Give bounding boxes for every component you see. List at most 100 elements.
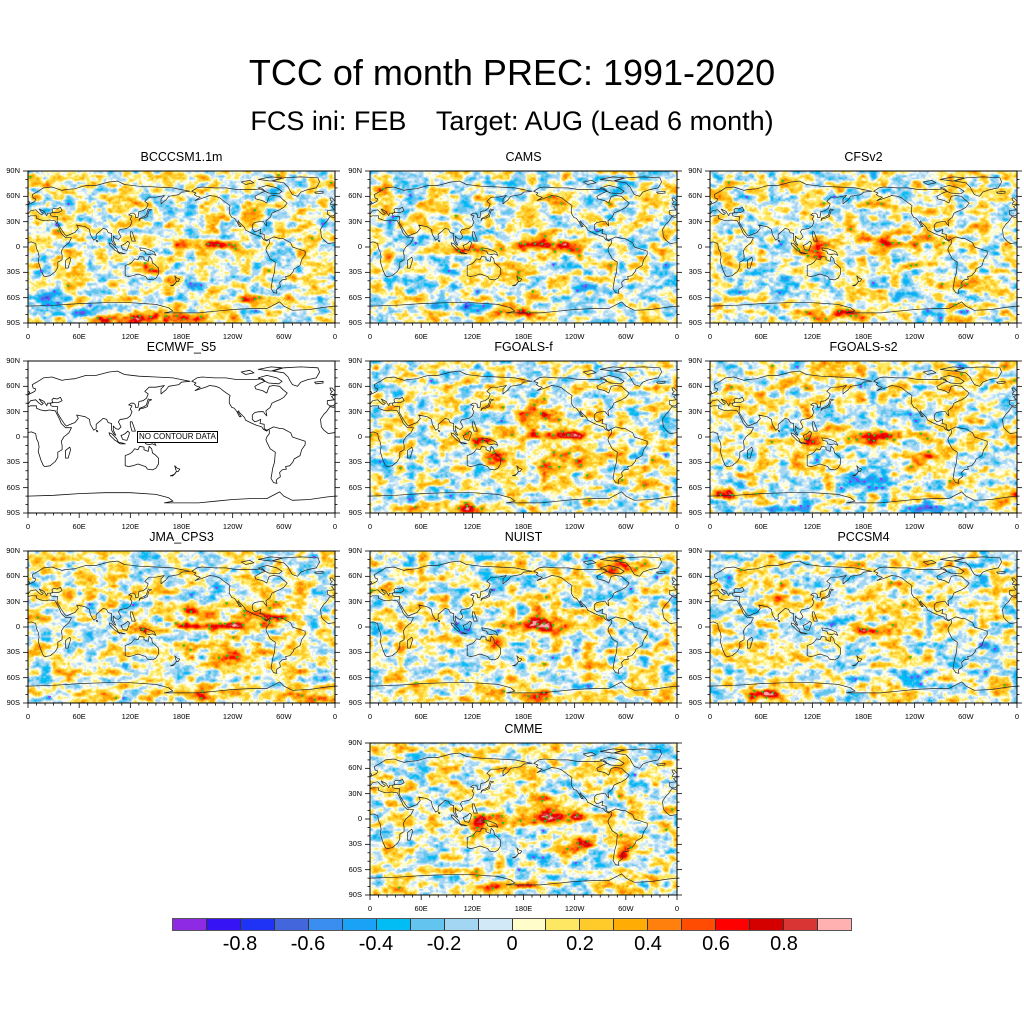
x-tick-label: 120W <box>222 712 243 721</box>
significance-marker-negative <box>532 856 536 860</box>
y-tick-label: 30N <box>6 596 20 606</box>
significance-marker-positive <box>370 589 374 593</box>
significance-marker-positive <box>370 434 373 438</box>
significance-marker-negative <box>779 243 783 247</box>
y-tick-label: 60N <box>6 571 20 581</box>
significance-marker-positive <box>231 622 235 625</box>
significance-marker-positive <box>217 656 221 660</box>
significance-marker-positive <box>577 254 581 258</box>
significance-marker-negative <box>934 505 938 509</box>
y-tick-label: 0 <box>15 622 20 631</box>
significance-marker-negative <box>593 554 597 558</box>
significance-marker-positive <box>847 437 851 441</box>
significance-marker-negative <box>447 270 451 273</box>
significance-marker-negative <box>833 195 837 199</box>
significance-marker-negative <box>745 196 749 200</box>
x-tick-label: 120E <box>803 712 822 721</box>
colorbar-box <box>818 919 852 930</box>
correlation-field-heatmap <box>28 171 335 323</box>
y-tick-label: 90N <box>348 546 362 555</box>
x-tick-label: 60E <box>414 522 428 531</box>
significance-marker-negative <box>551 263 555 267</box>
significance-marker-positive <box>567 249 572 253</box>
coastline <box>28 176 335 314</box>
significance-marker-negative <box>464 302 468 306</box>
significance-marker-positive <box>556 819 560 823</box>
significance-marker-positive <box>557 466 561 469</box>
significance-marker-positive <box>397 886 401 890</box>
significance-marker-negative <box>517 868 521 872</box>
significance-marker-positive <box>764 696 768 700</box>
y-tick-label: 90N <box>348 738 362 747</box>
map-panel: CFSv2 90N 60N 30N 0 30S 60S 90S 0 60E 120E 180E 120W… <box>688 150 1022 341</box>
significance-marker-positive <box>189 610 193 614</box>
significance-marker-positive <box>216 244 220 248</box>
y-tick-label: 90N <box>688 546 702 555</box>
y-tick-label: 30N <box>688 406 702 416</box>
significance-marker-negative <box>993 648 997 652</box>
significance-marker-positive <box>189 648 193 652</box>
significance-marker-positive <box>867 438 871 442</box>
significance-marker-negative <box>322 676 326 680</box>
x-tick-label: 60E <box>754 712 768 721</box>
x-tick-label: 60W <box>276 332 292 341</box>
significance-marker-negative <box>551 656 555 660</box>
significance-marker-positive <box>586 840 590 844</box>
x-tick-label: 0 <box>1014 522 1020 531</box>
significance-marker-negative <box>88 603 92 607</box>
y-tick-label: 60N <box>348 191 362 201</box>
significance-marker-negative <box>74 311 78 315</box>
coastline <box>370 366 677 504</box>
map-overlay <box>365 550 682 708</box>
y-tick-label: 30S <box>6 457 20 467</box>
panel-title: CMME <box>504 722 543 736</box>
significance-marker-positive <box>535 432 539 436</box>
coastline <box>370 176 677 314</box>
significance-marker-positive <box>491 887 495 891</box>
significance-marker-positive <box>274 601 278 604</box>
significance-marker-positive <box>859 627 863 631</box>
x-tick-label: 60W <box>276 522 292 531</box>
significance-marker-positive <box>575 814 579 818</box>
colorbar-box <box>240 919 275 930</box>
y-tick-label: 30N <box>6 406 20 416</box>
x-tick-label: 180E <box>172 522 191 531</box>
significance-marker-positive <box>96 317 100 321</box>
colorbar-box <box>716 919 751 930</box>
significance-marker-negative <box>500 420 504 424</box>
map-panel: FGOALS-f 90N 60N 30N 0 30S 60S 90S 0 60E 120E 180E 1… <box>348 340 682 531</box>
significance-marker-negative <box>40 298 44 302</box>
colorbar-label: 0.4 <box>634 933 662 955</box>
significance-marker-negative <box>39 270 43 274</box>
x-tick-label: 0 <box>332 332 338 341</box>
map-overlay <box>365 742 682 900</box>
significance-marker-negative <box>799 505 803 509</box>
significance-marker-positive <box>730 386 734 390</box>
y-tick-label: 30N <box>688 216 702 226</box>
significance-marker-positive <box>225 602 229 606</box>
significance-marker-positive <box>480 440 484 444</box>
significance-marker-positive <box>620 479 624 483</box>
y-tick-label: 90N <box>348 166 362 175</box>
panel-title: FGOALS-s2 <box>829 340 898 354</box>
significance-marker-negative <box>790 508 795 512</box>
significance-marker-positive <box>240 298 245 302</box>
significance-marker-positive <box>855 438 859 442</box>
panel-title: JMA_CPS3 <box>149 530 214 544</box>
colorbar-box <box>682 919 717 930</box>
significance-marker-positive <box>268 607 272 611</box>
significance-marker-positive <box>727 181 731 185</box>
significance-marker-positive <box>619 559 623 563</box>
significance-marker-positive <box>600 615 604 619</box>
x-tick-label: 120W <box>564 332 585 341</box>
significance-marker-positive <box>174 622 178 626</box>
significance-marker-negative <box>664 264 668 268</box>
x-tick-label: 0 <box>367 904 373 913</box>
significance-marker-positive <box>867 433 871 437</box>
y-tick-label: 90S <box>6 698 20 707</box>
x-tick-label: 0 <box>674 332 680 341</box>
y-tick-label: 30S <box>348 457 362 467</box>
significance-marker-positive <box>488 458 492 461</box>
significance-marker-positive <box>796 248 800 252</box>
significance-marker-positive <box>545 627 549 631</box>
